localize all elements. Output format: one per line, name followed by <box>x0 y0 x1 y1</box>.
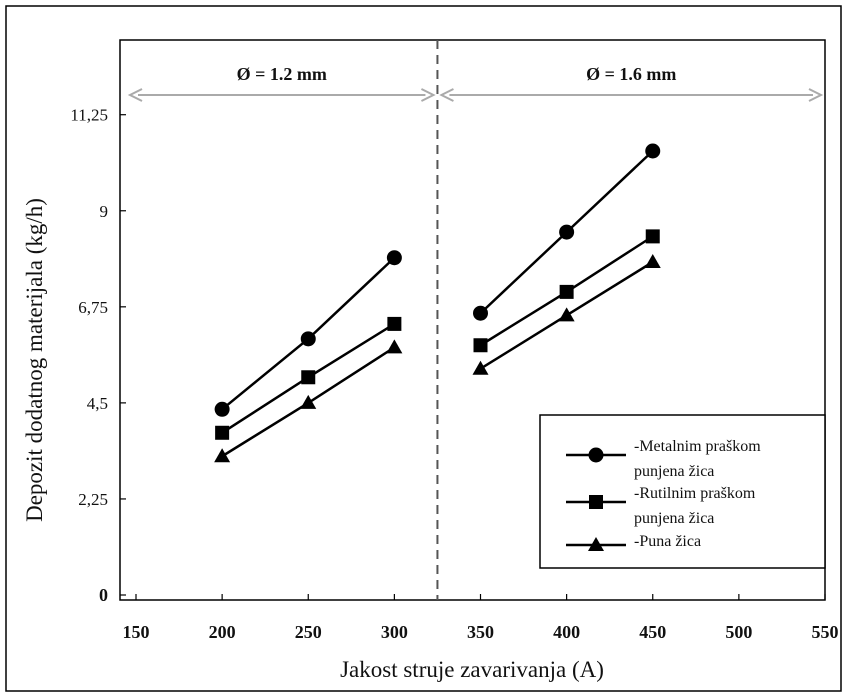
data-point <box>301 370 316 385</box>
x-tick-label: 300 <box>381 622 408 642</box>
series-triangle <box>214 254 661 463</box>
data-point <box>644 254 661 268</box>
legend-label: -Puna žica <box>634 533 701 550</box>
x-axis-label: Jakost struje zavarivanja (A) <box>340 657 604 682</box>
legend-marker <box>588 447 604 463</box>
region-arrow-head <box>420 88 436 102</box>
data-point <box>473 338 488 353</box>
data-point <box>387 316 402 331</box>
x-tick-label: 200 <box>209 622 236 642</box>
x-tick-label: 250 <box>295 622 322 642</box>
region-label: Ø = 1.2 mm <box>237 64 327 84</box>
region-label: Ø = 1.6 mm <box>586 64 676 84</box>
legend-marker <box>588 537 604 551</box>
regions-layer: Ø = 1.2 mm Ø = 1.6 mm <box>127 40 824 600</box>
data-point <box>472 360 489 375</box>
x-tick-label: 550 <box>812 622 839 642</box>
y-tick-label: 4,5 <box>87 394 108 413</box>
legend-label: -Metalnim praškom <box>634 438 761 455</box>
x-tick-label: 450 <box>639 622 666 642</box>
x-tick-label: 350 <box>467 622 494 642</box>
y-tick-label: 11,25 <box>70 106 108 125</box>
legend-label: -Rutilnim praškom <box>634 485 756 502</box>
legend: -Metalnim praškom punjena žica -Rutilnim p… <box>539 414 826 569</box>
data-point <box>215 425 230 440</box>
data-point <box>214 401 230 417</box>
data-point <box>386 339 403 354</box>
data-point <box>214 448 231 463</box>
legend-box <box>539 414 826 569</box>
plot-area <box>119 39 826 601</box>
series-layer <box>214 143 661 463</box>
y-axis-label: Depozit dodatnog materijala (kg/h) <box>22 198 47 522</box>
region-arrow-head <box>808 88 824 102</box>
data-point <box>559 284 574 299</box>
region-arrow-head <box>439 88 454 102</box>
x-tick-label: 150 <box>123 622 150 642</box>
x-tick-label: 500 <box>725 622 752 642</box>
series-square <box>215 229 660 440</box>
series-circle <box>214 143 661 417</box>
data-point <box>558 307 575 322</box>
y-tick-label: 6,75 <box>78 298 108 317</box>
data-point <box>386 250 402 266</box>
legend-label: punjena žica <box>634 510 714 527</box>
ticks-layer: 150 200 250 300 350 400 450 500 550 0 2,25 4,5 6,75 9… <box>70 106 838 642</box>
y-tick-label: 2,25 <box>78 490 108 509</box>
data-point <box>645 143 661 159</box>
data-point <box>559 224 575 240</box>
data-point <box>645 229 660 244</box>
y-tick-label: 9 <box>100 202 109 221</box>
data-point <box>300 394 317 409</box>
data-point <box>300 331 316 347</box>
y-tick-label: 0 <box>99 585 108 605</box>
outer-frame <box>5 5 842 692</box>
legend-marker <box>589 495 603 509</box>
data-point <box>473 305 488 321</box>
region-arrow-head <box>127 88 143 102</box>
legend-label: punjena žica <box>634 463 714 480</box>
x-tick-label: 400 <box>553 622 580 642</box>
